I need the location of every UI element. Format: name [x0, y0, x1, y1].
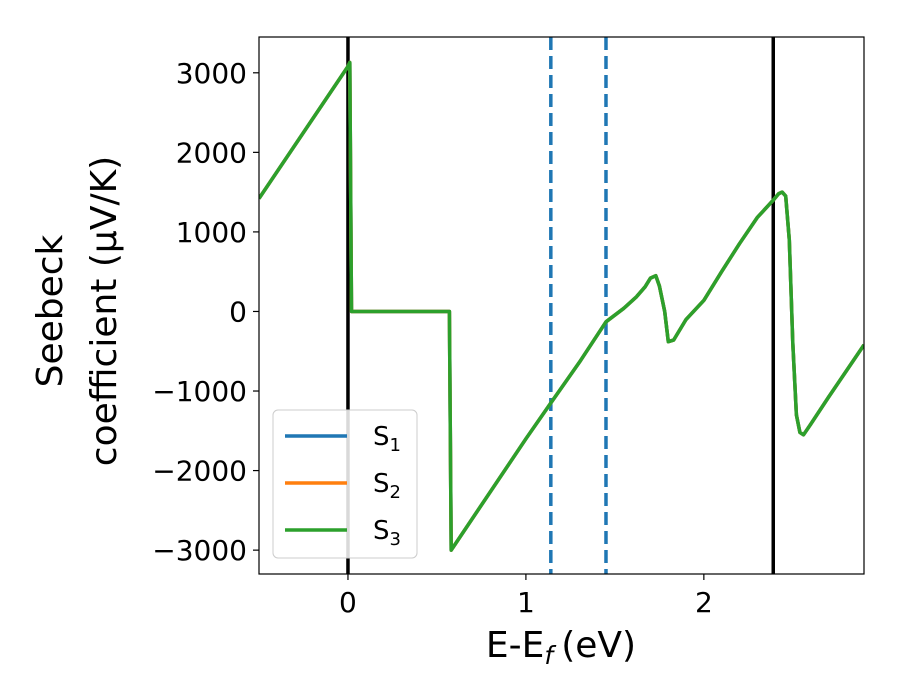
legend-label-3: S3: [373, 516, 401, 550]
plot-frame: [258, 36, 865, 575]
legend-label-2: S2: [373, 469, 401, 503]
y-axis-title-line1: Seebeck: [30, 234, 71, 387]
x-axis: 0 1 2: [339, 574, 713, 619]
x-axis-title-main: E-E: [486, 625, 544, 666]
x-tick-label-1: 1: [517, 586, 535, 619]
legend-label-main-1: S: [373, 422, 390, 452]
legend-label-main-3: S: [373, 516, 390, 546]
x-axis-title-unit: (eV): [561, 625, 636, 666]
y-tick-label-0: −3000: [152, 534, 247, 567]
series-line-3: [259, 60, 864, 552]
y-tick-label-2: −1000: [152, 375, 247, 408]
legend-label-sub-1: 1: [390, 435, 401, 456]
y-tick-label-4: 1000: [176, 216, 247, 249]
y-axis: −3000 −2000 −1000 0 1000 2000 3000: [152, 57, 259, 567]
series-lines: [259, 60, 864, 552]
y-tick-label-5: 2000: [176, 136, 247, 169]
x-tick-label-0: 0: [339, 586, 357, 619]
y-tick-label-3: 0: [229, 295, 247, 328]
x-axis-title-sub: f: [544, 641, 556, 670]
y-axis-title-line2: coefficient (μV/K): [84, 156, 125, 466]
y-tick-label-1: −2000: [152, 455, 247, 488]
legend-label-sub-2: 2: [390, 482, 401, 503]
legend-label-1: S1: [373, 422, 401, 456]
x-tick-label-2: 2: [695, 586, 713, 619]
legend-label-main-2: S: [373, 469, 390, 499]
legend-label-sub-3: 3: [390, 529, 401, 550]
x-axis-title: E-Ef (eV): [486, 625, 636, 670]
y-axis-title: Seebeck coefficient (μV/K): [30, 156, 125, 466]
y-tick-label-6: 3000: [176, 57, 247, 90]
